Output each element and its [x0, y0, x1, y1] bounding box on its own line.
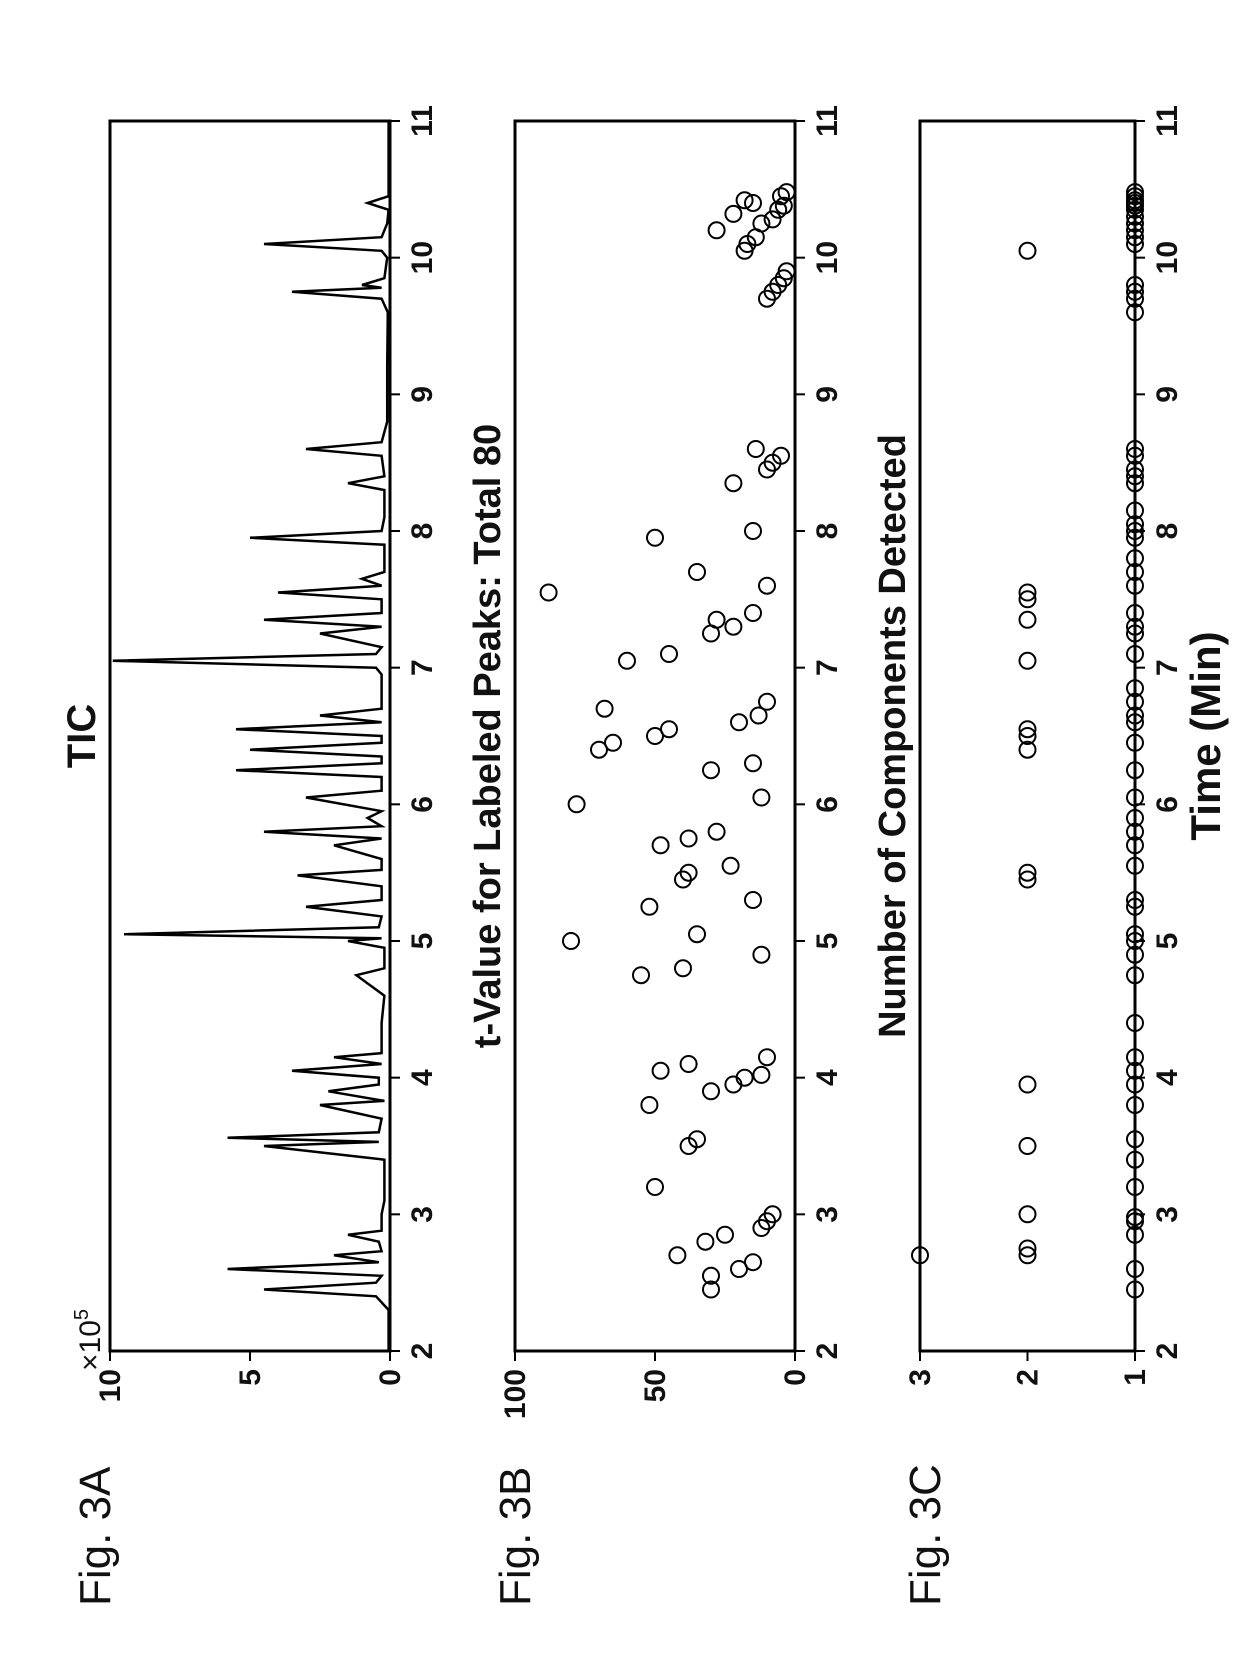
- panel-c: Fig. 3C Number of Components Detected 1 2…: [872, 105, 1229, 1606]
- svg-text:9: 9: [1151, 386, 1184, 403]
- svg-text:4: 4: [406, 1069, 439, 1086]
- svg-text:7: 7: [406, 659, 439, 676]
- svg-text:10: 10: [406, 241, 439, 274]
- y-exp-label-a: ×105: [71, 1309, 107, 1371]
- axes-a: [110, 121, 390, 1351]
- svg-text:2: 2: [1151, 1343, 1184, 1360]
- svg-text:2: 2: [406, 1343, 439, 1360]
- figure-svg: Fig. 3A TIC ×105 0510 234567891011 Fig. …: [0, 0, 1240, 1656]
- title-c: Number of Components Detected: [872, 434, 914, 1038]
- figure-root: Fig. 3A TIC ×105 0510 234567891011 Fig. …: [0, 0, 1240, 1656]
- svg-text:8: 8: [406, 523, 439, 540]
- svg-text:10: 10: [811, 241, 844, 274]
- svg-text:×105: ×105: [71, 1309, 107, 1371]
- axes-b: [515, 121, 795, 1351]
- svg-text:50: 50: [639, 1369, 672, 1402]
- yticks-c: 1 2 3: [904, 1351, 1152, 1386]
- svg-text:5: 5: [1151, 933, 1184, 950]
- svg-text:7: 7: [1151, 659, 1184, 676]
- svg-text:9: 9: [811, 386, 844, 403]
- svg-text:100: 100: [499, 1369, 532, 1419]
- yticks-a: 0 5 10: [94, 1351, 407, 1402]
- svg-text:6: 6: [1151, 796, 1184, 813]
- svg-text:8: 8: [811, 523, 844, 540]
- svg-text:6: 6: [811, 796, 844, 813]
- svg-text:3: 3: [904, 1369, 937, 1386]
- axes-c: [920, 121, 1135, 1351]
- svg-text:0: 0: [779, 1369, 812, 1386]
- panel-a: Fig. 3A TIC ×105 0 5 10 2 3 4 5 6 7 8 9 10 11: [60, 105, 439, 1606]
- svg-text:3: 3: [811, 1206, 844, 1223]
- svg-text:11: 11: [406, 105, 439, 137]
- svg-text:1: 1: [1119, 1369, 1152, 1386]
- svg-text:5: 5: [234, 1369, 267, 1386]
- title-a: TIC: [60, 704, 104, 768]
- svg-text:11: 11: [811, 105, 844, 137]
- points-b: [541, 184, 795, 1297]
- xticks-a: 2 3 4 5 6 7 8 9 10 11: [390, 105, 439, 1359]
- svg-text:5: 5: [811, 933, 844, 950]
- svg-text:4: 4: [811, 1069, 844, 1086]
- svg-text:10: 10: [1151, 241, 1184, 274]
- svg-text:7: 7: [811, 659, 844, 676]
- panel-b: Fig. 3B t-Value for Labeled Peaks: Total…: [467, 105, 844, 1606]
- svg-text:6: 6: [406, 796, 439, 813]
- points-c: [912, 184, 1143, 1297]
- svg-text:11: 11: [1151, 105, 1184, 137]
- svg-text:2: 2: [811, 1343, 844, 1360]
- fig-label-b: Fig. 3B: [491, 1467, 540, 1606]
- fig-label-a: Fig. 3A: [71, 1466, 120, 1606]
- svg-text:10: 10: [94, 1369, 127, 1402]
- svg-text:3: 3: [406, 1206, 439, 1223]
- svg-text:9: 9: [406, 386, 439, 403]
- svg-text:3: 3: [1151, 1206, 1184, 1223]
- svg-text:8: 8: [1151, 523, 1184, 540]
- svg-text:5: 5: [406, 933, 439, 950]
- yticks-b: 0 50 100: [499, 1351, 812, 1419]
- svg-text:2: 2: [1012, 1369, 1045, 1386]
- tic-line: [113, 121, 389, 1351]
- svg-text:4: 4: [1151, 1069, 1184, 1086]
- xticks-b: 2 3 4 5 6 7 8 9 10 11: [795, 105, 844, 1359]
- svg-text:0: 0: [374, 1369, 407, 1386]
- title-b: t-Value for Labeled Peaks: Total 80: [467, 424, 509, 1048]
- xlabel: Time (Min): [1182, 631, 1229, 840]
- fig-label-c: Fig. 3C: [901, 1464, 950, 1606]
